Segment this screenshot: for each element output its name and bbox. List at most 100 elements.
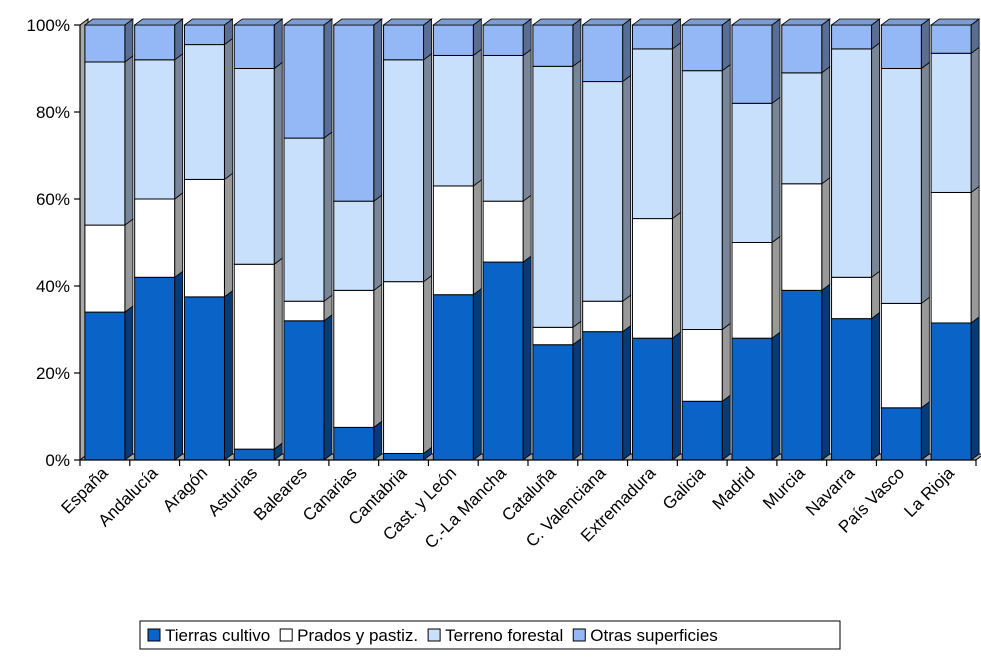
bar-asturias-otras-superficies-side bbox=[273, 18, 283, 70]
y-tick-label: 40% bbox=[36, 277, 70, 296]
y-tick-label: 60% bbox=[36, 190, 70, 209]
bar-extremadura-prados-y-pastiz-side bbox=[672, 211, 681, 340]
bar-c-la-mancha-terreno-forestal bbox=[482, 54, 524, 202]
bar-c-la-mancha-prados-y-pastiz bbox=[482, 200, 524, 263]
bar-top-pais-vasco bbox=[880, 18, 931, 26]
legend-swatch-prados-y-pastiz bbox=[279, 628, 293, 642]
bar-cataluna-tierras-cultivo-side bbox=[572, 337, 582, 461]
bar-aragon-otras-superficies bbox=[183, 24, 225, 46]
bar-la-rioja-tierras-cultivo bbox=[930, 322, 972, 461]
bar-c-la-mancha-otras-superficies bbox=[482, 24, 524, 56]
bar-asturias-prados-y-pastiz bbox=[233, 263, 275, 450]
bar-espana-otras-superficies-side bbox=[124, 18, 134, 63]
bar-baleares-terreno-forestal bbox=[283, 137, 325, 302]
bar-galicia-otras-superficies-side bbox=[721, 18, 731, 72]
bar-baleares-tierras-cultivo bbox=[283, 320, 325, 461]
bar-navarra-prados-y-pastiz bbox=[831, 276, 873, 320]
bar-cantabria-terreno-forestal-side bbox=[423, 52, 432, 283]
bar-murcia-otras-superficies bbox=[781, 24, 823, 74]
bar-navarra-otras-superficies bbox=[831, 24, 873, 50]
bar-navarra-tierras-cultivo-side bbox=[871, 311, 880, 461]
bar-c-valenciana-terreno-forestal-side bbox=[622, 74, 632, 303]
bar-madrid-terreno-forestal-side bbox=[771, 96, 781, 244]
bar-canarias-otras-superficies bbox=[333, 24, 375, 202]
bar-canarias-otras-superficies-side bbox=[373, 18, 383, 202]
bar-andalucia-prados-y-pastiz bbox=[134, 198, 176, 278]
bar-cast-y-leon-terreno-forestal-side bbox=[472, 48, 482, 187]
bar-cast-y-leon-prados-y-pastiz-side bbox=[472, 179, 482, 296]
bar-canarias-terreno-forestal-side bbox=[373, 194, 383, 292]
bar-cantabria-otras-superficies bbox=[383, 24, 425, 61]
bar-cast-y-leon-otras-superficies bbox=[432, 24, 474, 56]
bar-madrid-tierras-cultivo-side bbox=[771, 331, 781, 461]
bar-la-rioja-otras-superficies bbox=[930, 24, 972, 54]
bar-asturias-otras-superficies bbox=[233, 24, 275, 69]
bar-pais-vasco-prados-y-pastiz bbox=[880, 302, 922, 409]
bar-top-la-rioja bbox=[929, 18, 981, 26]
bar-extremadura-tierras-cultivo-side bbox=[672, 331, 681, 461]
bar-canarias-prados-y-pastiz-side bbox=[373, 283, 383, 429]
bar-aragon-prados-y-pastiz-side bbox=[224, 172, 233, 298]
bar-top-cast-y-leon bbox=[432, 18, 483, 26]
x-tick-label-aragon: Aragón bbox=[159, 463, 211, 515]
x-tick-label-la-rioja: La Rioja bbox=[900, 463, 958, 521]
bar-c-la-mancha-prados-y-pastiz-side bbox=[522, 194, 532, 263]
bar-pais-vasco-terreno-forestal bbox=[880, 68, 922, 304]
legend-swatch-tierras-cultivo bbox=[147, 628, 161, 642]
bar-galicia-terreno-forestal-side bbox=[721, 63, 731, 331]
bar-murcia-tierras-cultivo bbox=[781, 289, 823, 461]
bar-top-andalucia bbox=[133, 18, 184, 26]
y-tick-label: 100% bbox=[27, 16, 70, 35]
bar-c-la-mancha-terreno-forestal-side bbox=[522, 48, 532, 202]
bar-baleares-otras-superficies-side bbox=[323, 18, 333, 139]
bar-aragon-terreno-forestal-side bbox=[224, 37, 233, 181]
bar-extremadura-tierras-cultivo bbox=[631, 337, 673, 461]
bar-andalucia-tierras-cultivo-side bbox=[174, 270, 184, 461]
bar-galicia-otras-superficies bbox=[681, 24, 723, 72]
bar-extremadura-otras-superficies bbox=[631, 24, 673, 50]
bar-murcia-prados-y-pastiz bbox=[781, 183, 823, 291]
bar-navarra-prados-y-pastiz-side bbox=[871, 270, 880, 320]
bar-cataluna-otras-superficies-side bbox=[572, 18, 582, 68]
bar-galicia-terreno-forestal bbox=[681, 70, 723, 331]
bar-c-valenciana-prados-y-pastiz bbox=[582, 300, 624, 333]
bar-aragon-prados-y-pastiz bbox=[183, 178, 225, 298]
legend-swatch-terreno-forestal bbox=[427, 628, 441, 642]
bar-aragon-terreno-forestal bbox=[183, 44, 225, 180]
bar-navarra-terreno-forestal bbox=[831, 48, 873, 278]
bar-espana-prados-y-pastiz bbox=[84, 224, 126, 313]
bar-aragon-tierras-cultivo-side bbox=[224, 290, 233, 461]
bar-murcia-terreno-forestal bbox=[781, 72, 823, 185]
bar-madrid-tierras-cultivo bbox=[731, 337, 773, 461]
bar-andalucia-prados-y-pastiz-side bbox=[174, 192, 184, 279]
bar-la-rioja-prados-y-pastiz bbox=[930, 191, 972, 324]
legend-label-prados-y-pastiz: Prados y pastiz. bbox=[297, 626, 418, 645]
bar-baleares-terreno-forestal-side bbox=[323, 131, 333, 303]
bar-cantabria-otras-superficies-side bbox=[423, 18, 432, 61]
bar-murcia-prados-y-pastiz-side bbox=[821, 176, 831, 292]
bar-c-valenciana-tierras-cultivo-side bbox=[622, 324, 632, 461]
bar-murcia-tierras-cultivo-side bbox=[821, 283, 831, 461]
bar-andalucia-terreno-forestal-side bbox=[174, 52, 184, 200]
bar-la-rioja-prados-y-pastiz-side bbox=[970, 185, 980, 324]
bar-murcia-terreno-forestal-side bbox=[821, 66, 831, 185]
legend-swatch-otras-superficies bbox=[572, 628, 586, 642]
bar-cataluna-prados-y-pastiz bbox=[532, 326, 574, 346]
bar-pais-vasco-otras-superficies-side bbox=[920, 18, 930, 70]
bar-la-rioja-tierras-cultivo-side bbox=[970, 316, 980, 461]
bar-andalucia-tierras-cultivo bbox=[134, 276, 176, 461]
bar-baleares-otras-superficies bbox=[283, 24, 325, 139]
bar-c-valenciana-otras-superficies-side bbox=[622, 18, 632, 83]
bar-la-rioja-terreno-forestal-side bbox=[970, 46, 980, 194]
x-tick-label-murcia: Murcia bbox=[759, 463, 809, 513]
bar-galicia-tierras-cultivo-side bbox=[721, 394, 731, 461]
y-tick-label: 0% bbox=[45, 451, 70, 470]
legend-label-tierras-cultivo: Tierras cultivo bbox=[165, 626, 270, 645]
bar-navarra-terreno-forestal-side bbox=[871, 42, 880, 279]
bar-espana-terreno-forestal bbox=[84, 61, 126, 226]
bar-extremadura-terreno-forestal bbox=[631, 48, 673, 220]
bar-andalucia-terreno-forestal bbox=[134, 59, 176, 200]
bar-asturias-terreno-forestal bbox=[233, 68, 275, 265]
bar-espana-otras-superficies bbox=[84, 24, 126, 63]
